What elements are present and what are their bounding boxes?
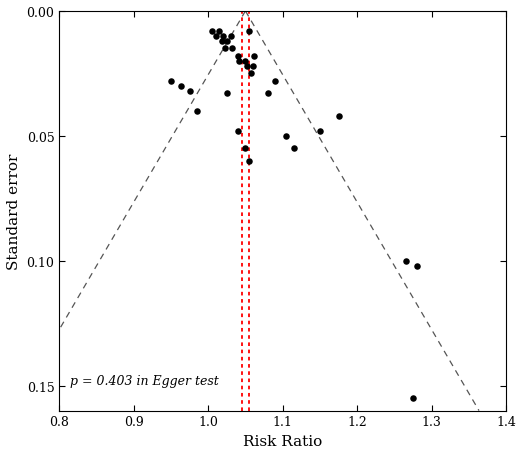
Text: p = 0.403 in Egger test: p = 0.403 in Egger test xyxy=(71,374,219,387)
Point xyxy=(176,83,185,91)
Point xyxy=(245,28,253,35)
Point xyxy=(220,46,229,53)
Point xyxy=(226,33,235,40)
Point xyxy=(316,128,324,135)
Point xyxy=(264,91,272,98)
Point xyxy=(241,58,249,66)
Point xyxy=(234,128,242,135)
Point xyxy=(290,145,298,152)
Point xyxy=(247,71,256,78)
Point xyxy=(185,88,194,95)
Point xyxy=(243,63,251,71)
Point xyxy=(409,394,417,402)
Point xyxy=(282,133,291,140)
Point xyxy=(413,263,421,270)
Point xyxy=(271,78,279,86)
Point xyxy=(223,38,231,46)
Point xyxy=(167,78,175,86)
X-axis label: Risk Ratio: Risk Ratio xyxy=(243,434,322,448)
Point xyxy=(249,63,257,71)
Point xyxy=(245,158,253,165)
Point xyxy=(234,53,242,61)
Point xyxy=(228,46,236,53)
Point xyxy=(208,28,216,35)
Y-axis label: Standard error: Standard error xyxy=(7,153,21,269)
Point xyxy=(241,145,249,152)
Point xyxy=(401,258,410,265)
Point xyxy=(211,33,220,40)
Point xyxy=(223,91,231,98)
Point xyxy=(334,113,343,120)
Point xyxy=(250,53,258,61)
Point xyxy=(235,58,244,66)
Point xyxy=(219,33,228,40)
Point xyxy=(215,28,223,35)
Point xyxy=(193,108,201,115)
Point xyxy=(218,38,226,46)
